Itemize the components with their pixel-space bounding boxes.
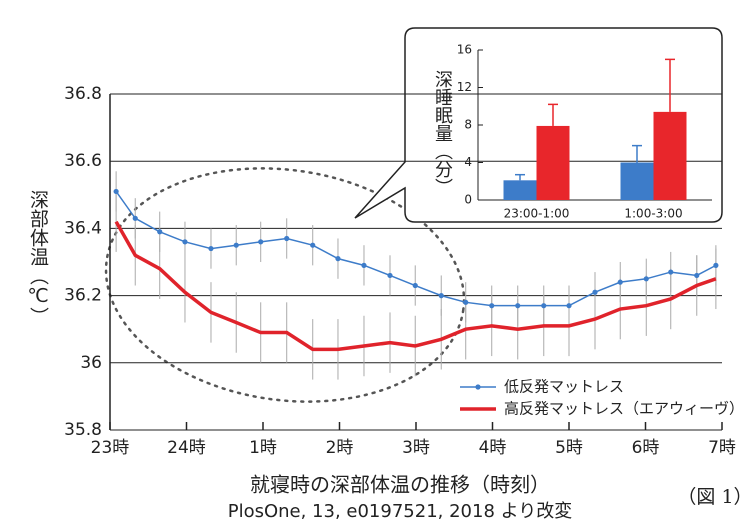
point	[463, 299, 469, 305]
y-tick-label: 36	[80, 353, 102, 373]
bar	[536, 125, 570, 200]
point	[284, 235, 290, 242]
legend-label: 高反発マットレス（エアウィーヴ）	[504, 400, 744, 418]
point	[694, 272, 700, 279]
y-tick-label: 36.4	[64, 218, 102, 238]
legend-label: 低反発マットレス	[504, 378, 624, 396]
y-tick-label: 12	[457, 80, 472, 94]
highlight-ellipse	[104, 167, 466, 403]
point	[233, 242, 239, 248]
point	[310, 242, 316, 248]
x-tick-label: 1:00-3:00	[624, 207, 682, 221]
y-tick-label: 4	[464, 155, 472, 169]
x-tick-label: 6時	[632, 438, 660, 458]
series-line	[114, 220, 717, 352]
x-tick-label: 7時	[708, 438, 736, 458]
point	[258, 239, 264, 245]
x-tick-label: 23:00-1:00	[504, 207, 570, 221]
point	[438, 293, 444, 299]
point	[387, 272, 393, 279]
point	[489, 303, 495, 309]
point	[592, 289, 598, 295]
y-tick-label: 36.6	[64, 151, 102, 171]
point	[182, 239, 188, 245]
inset-y-axis-label: 深睡眠量（分）	[432, 70, 453, 196]
y-tick-label: 0	[464, 193, 472, 207]
y-axis-label: 深部体温（℃）	[27, 190, 49, 326]
point	[412, 282, 418, 289]
x-tick-label: 23時	[91, 438, 130, 458]
y-tick-label: 35.8	[64, 420, 102, 440]
x-tick-label: 4時	[479, 438, 507, 458]
bar	[503, 180, 537, 200]
source: PlosOne, 13, e0197521, 2018 より改変	[228, 501, 573, 522]
point	[208, 245, 214, 252]
x-axis-label: 就寝時の深部体温の推移（時刻）	[250, 473, 550, 497]
x-tick-label: 1時	[249, 438, 277, 458]
point	[617, 279, 623, 285]
x-tick-label: 3時	[402, 438, 430, 458]
point	[541, 303, 547, 309]
point	[361, 262, 367, 268]
point	[566, 303, 572, 309]
x-tick-label: 2時	[326, 438, 354, 458]
point	[132, 215, 138, 221]
point	[335, 256, 341, 262]
y-tick-label: 16	[457, 43, 472, 57]
x-tick-label: 24時	[167, 438, 206, 458]
figure-label: （図 1）	[677, 486, 752, 508]
point	[157, 229, 163, 235]
point	[668, 269, 674, 275]
x-tick-label: 5時	[555, 438, 583, 458]
point	[713, 262, 719, 268]
point	[113, 188, 119, 195]
y-tick-label: 36.8	[64, 84, 102, 104]
bar	[620, 162, 654, 200]
y-tick-label: 36.2	[64, 286, 102, 306]
y-tick-label: 8	[464, 118, 472, 132]
legend-marker	[475, 384, 481, 390]
bar	[653, 111, 687, 200]
point	[515, 303, 521, 309]
point	[643, 276, 649, 282]
